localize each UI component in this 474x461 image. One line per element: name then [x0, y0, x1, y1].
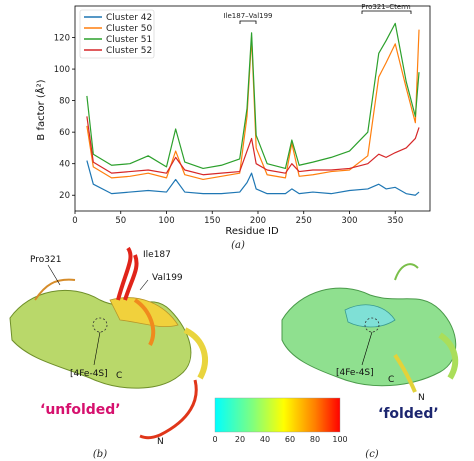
- ribbon-b-pro-loop: [34, 278, 76, 301]
- x-tick-label-5: 250: [296, 216, 312, 226]
- label-val199: Val199: [152, 273, 183, 283]
- caption-b: (b): [93, 449, 107, 460]
- ribbon-b-red-loop: [116, 246, 139, 301]
- cluster-b-marker: [92, 317, 108, 333]
- colorbar-tick-4: 80: [310, 435, 320, 444]
- series-line-3: [86, 116, 420, 176]
- ribbon-b-tail: [139, 379, 198, 440]
- ribbon-b-helix: [183, 327, 208, 380]
- chart-a: 0 50 100 150 200 250 300 350 20 40 60 80 100 120 Res…: [34, 3, 431, 251]
- series-line-2: [86, 22, 420, 170]
- colorbar-tick-1: 20: [235, 435, 245, 444]
- series-lines: [86, 22, 420, 196]
- legend-box: [79, 9, 155, 59]
- x-tick-label-4: 200: [250, 216, 266, 226]
- bracket-ile-val: [239, 20, 257, 24]
- label-n-terminus-c: N: [418, 393, 425, 403]
- x-tick-label-3: 150: [204, 216, 220, 226]
- label-n-terminus-b: N: [157, 437, 164, 447]
- annotation-pro-cterm: Pro321–Cterm: [361, 3, 412, 14]
- ribbon-b-yellow: [109, 297, 179, 328]
- label-pro321: Pro321: [30, 255, 61, 265]
- legend-label-0: Cluster 42: [106, 13, 152, 23]
- pointer-cluster-c: [361, 331, 373, 366]
- annotation-ile-val: Ile187–Val199: [223, 12, 273, 24]
- structure-unfolded: Pro321 Ile187 Val199 [4Fe-4S] C N ‘unfol…: [9, 246, 208, 460]
- x-ticks: 0 50 100 150 200 250 300 350: [72, 211, 403, 226]
- label-ile187: Ile187: [143, 250, 171, 260]
- cluster-c-marker: [364, 317, 380, 333]
- label-unfolded: ‘unfolded’: [40, 402, 121, 418]
- label-cluster-c: [4Fe-4S]: [336, 368, 374, 378]
- pointer-val199: [139, 279, 149, 291]
- ribbon-c-helix: [438, 332, 459, 380]
- pointer-cluster-b: [93, 331, 101, 366]
- colorbar-tick-5: 100: [332, 435, 347, 444]
- plot-frame: [74, 5, 431, 212]
- caption-c: (c): [365, 449, 379, 460]
- x-tick-label-0: 0: [72, 216, 77, 226]
- colorbar-tick-0: 0: [212, 435, 217, 444]
- ribbon-b-orange: [133, 298, 156, 346]
- x-tick-label-7: 350: [387, 216, 403, 226]
- colorbar-tick-2: 40: [260, 435, 270, 444]
- bracket-pro-cterm: [361, 10, 412, 14]
- legend-label-1: Cluster 50: [106, 24, 153, 34]
- y-tick-label-3: 80: [59, 97, 70, 107]
- x-tick-label-2: 100: [158, 216, 174, 226]
- colorbar-tick-3: 60: [285, 435, 295, 444]
- y-tick-label-4: 100: [54, 65, 70, 75]
- y-ticks: 20 40 60 80 100 120: [54, 34, 75, 201]
- colorbar-gradient: [214, 397, 341, 433]
- ribbon-c-cyan: [344, 304, 396, 328]
- y-tick-label-2: 60: [59, 128, 70, 138]
- y-tick-label-0: 20: [59, 191, 70, 201]
- label-folded: ‘folded’: [378, 406, 439, 422]
- legend: Cluster 42 Cluster 50 Cluster 51 Cluster…: [79, 9, 155, 59]
- annotation-ile-val-label: Ile187–Val199: [223, 12, 272, 20]
- ribbon-c-yellow: [393, 353, 417, 393]
- caption-a: (a): [231, 240, 245, 251]
- series-line-0: [86, 160, 420, 196]
- y-tick-label-5: 120: [54, 34, 70, 44]
- structure-folded: [4Fe-4S] C N ‘folded’ (c): [281, 263, 459, 460]
- label-c-terminus-c: C: [388, 375, 394, 385]
- colorbar: 0 20 40 60 80 100: [212, 397, 348, 444]
- ribbon-c-main: [281, 287, 457, 387]
- label-c-terminus-b: C: [116, 371, 122, 381]
- pointer-pro321: [47, 264, 61, 286]
- series-line-1: [86, 29, 420, 181]
- x-tick-label-6: 300: [341, 216, 357, 226]
- ribbon-c-top-loop: [394, 263, 419, 281]
- x-tick-label-1: 50: [115, 216, 126, 226]
- y-tick-label-1: 40: [59, 160, 70, 170]
- legend-label-2: Cluster 51: [106, 35, 152, 45]
- annotation-pro-cterm-label: Pro321–Cterm: [361, 3, 411, 11]
- legend-label-3: Cluster 52: [106, 46, 152, 56]
- y-axis-label: B factor (Å²): [34, 79, 47, 140]
- x-axis-label: Residue ID: [225, 226, 279, 237]
- label-cluster-b: [4Fe-4S]: [70, 369, 108, 379]
